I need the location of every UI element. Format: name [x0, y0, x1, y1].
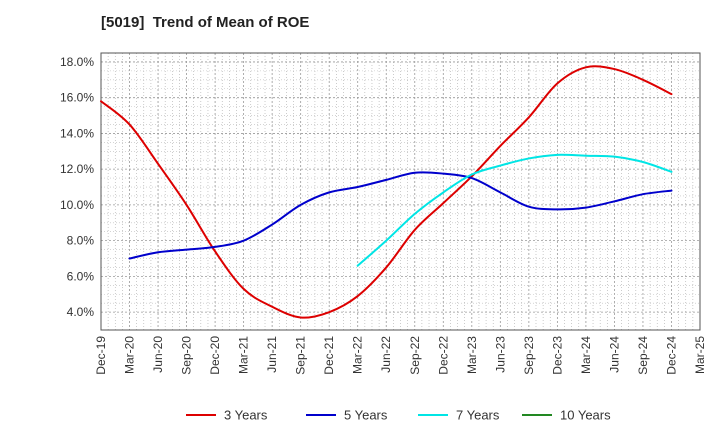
x-tick-label: Mar-20 [123, 336, 137, 374]
legend-label-5-years: 5 Years [344, 408, 388, 423]
x-tick-label: Dec-24 [664, 336, 678, 375]
legend-label-7-years: 7 Years [456, 408, 500, 423]
series-line-5-years [128, 171, 673, 260]
x-tick-label: Dec-21 [322, 336, 336, 375]
x-tick-label: Sep-20 [180, 336, 194, 375]
x-tick-label: Mar-21 [237, 336, 251, 374]
plot-frame [100, 52, 701, 331]
x-tick-label: Mar-25 [693, 336, 707, 374]
y-tick-label: 6.0% [67, 269, 95, 283]
legend-label-10-years: 10 Years [560, 408, 611, 423]
x-tick-label: Sep-21 [294, 336, 308, 375]
x-tick-label: Jun-20 [151, 336, 165, 373]
series-line-3-years [100, 65, 673, 319]
y-tick-label: 14.0% [60, 126, 94, 140]
y-tick-label: 12.0% [60, 162, 94, 176]
y-tick-label: 18.0% [60, 55, 94, 69]
y-tick-label: 4.0% [67, 305, 95, 319]
x-tick-label: Dec-22 [436, 336, 450, 375]
x-tick-label: Sep-22 [408, 336, 422, 375]
legend-label-3-years: 3 Years [224, 408, 268, 423]
y-tick-label: 10.0% [60, 198, 94, 212]
x-tick-label: Jun-22 [379, 336, 393, 373]
x-tick-label: Mar-22 [351, 336, 365, 374]
y-tick-label: 8.0% [67, 234, 95, 248]
x-tick-label: Sep-23 [522, 336, 536, 375]
x-tick-label: Jun-23 [493, 336, 507, 373]
x-tick-label: Dec-20 [208, 336, 222, 375]
chart-title: [5019] Trend of Mean of ROE [101, 14, 310, 31]
x-tick-label: Mar-23 [465, 336, 479, 374]
y-tick-label: 16.0% [60, 91, 94, 105]
series-line-7-years [356, 153, 673, 267]
x-tick-label: Dec-19 [94, 336, 108, 375]
x-tick-label: Jun-21 [265, 336, 279, 373]
x-tick-label: Mar-24 [579, 336, 593, 374]
x-tick-label: Jun-24 [607, 336, 621, 373]
x-tick-label: Sep-24 [636, 336, 650, 375]
x-tick-label: Dec-23 [550, 336, 564, 375]
